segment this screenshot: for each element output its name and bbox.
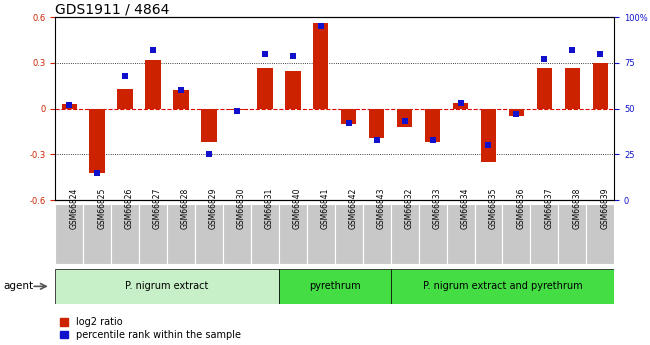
Bar [202, 109, 216, 142]
Bar [229, 109, 244, 110]
Text: GDS1911 / 4864: GDS1911 / 4864 [55, 2, 170, 16]
Text: GSM66832: GSM66832 [404, 188, 413, 229]
Text: GSM66839: GSM66839 [601, 188, 609, 229]
Bar [313, 23, 328, 109]
Bar [307, 204, 335, 264]
Bar [146, 60, 161, 109]
Bar [285, 71, 300, 109]
Text: GSM66826: GSM66826 [125, 188, 134, 229]
Bar [453, 102, 468, 109]
Bar [55, 269, 279, 304]
Bar [83, 204, 111, 264]
Bar [341, 109, 356, 124]
Bar [223, 204, 251, 264]
Bar [397, 109, 412, 127]
Text: GSM66829: GSM66829 [209, 188, 218, 229]
Bar [509, 109, 524, 116]
Text: pyrethrum: pyrethrum [309, 282, 361, 291]
Text: GSM66836: GSM66836 [517, 188, 525, 229]
Bar [425, 109, 440, 142]
Bar [565, 68, 580, 109]
Bar [419, 204, 447, 264]
Bar [369, 109, 384, 138]
Text: P. nigrum extract and pyrethrum: P. nigrum extract and pyrethrum [422, 282, 582, 291]
Bar [530, 204, 558, 264]
Text: GSM66842: GSM66842 [349, 188, 358, 229]
Text: GSM66837: GSM66837 [545, 188, 553, 229]
Text: GSM66824: GSM66824 [70, 188, 78, 229]
Text: GSM66841: GSM66841 [321, 188, 330, 229]
Legend: log2 ratio, percentile rank within the sample: log2 ratio, percentile rank within the s… [60, 317, 240, 340]
Text: GSM66827: GSM66827 [153, 188, 162, 229]
Bar [279, 269, 391, 304]
Bar [279, 204, 307, 264]
Bar [558, 204, 586, 264]
Bar [474, 204, 502, 264]
Bar [118, 89, 133, 109]
Bar [174, 90, 188, 109]
Bar [481, 109, 496, 162]
Bar [90, 109, 105, 173]
Text: GSM66833: GSM66833 [433, 188, 441, 229]
Text: GSM66831: GSM66831 [265, 188, 274, 229]
Bar [139, 204, 167, 264]
Bar [55, 204, 83, 264]
Text: P. nigrum extract: P. nigrum extract [125, 282, 209, 291]
Bar [593, 63, 608, 109]
Text: GSM66825: GSM66825 [98, 188, 106, 229]
Text: GSM66834: GSM66834 [461, 188, 469, 229]
Bar [537, 68, 552, 109]
Text: GSM66838: GSM66838 [573, 188, 581, 229]
Bar [167, 204, 195, 264]
Text: GSM66828: GSM66828 [181, 188, 190, 229]
Text: agent: agent [3, 282, 33, 291]
Bar [391, 269, 614, 304]
Bar [111, 204, 139, 264]
Bar [195, 204, 223, 264]
Bar [391, 204, 419, 264]
Bar [251, 204, 279, 264]
Text: GSM66843: GSM66843 [377, 188, 385, 229]
Bar [335, 204, 363, 264]
Bar [62, 104, 77, 109]
Text: GSM66840: GSM66840 [293, 188, 302, 229]
Text: GSM66830: GSM66830 [237, 188, 246, 229]
Bar [363, 204, 391, 264]
Bar [257, 68, 272, 109]
Bar [586, 204, 614, 264]
Bar [447, 204, 474, 264]
Text: GSM66835: GSM66835 [489, 188, 497, 229]
Bar [502, 204, 530, 264]
